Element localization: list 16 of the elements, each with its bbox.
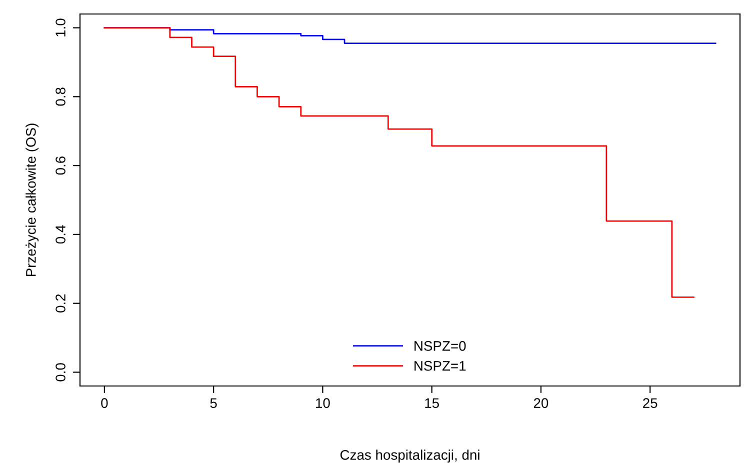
y-tick-label: 0.0: [56, 363, 66, 382]
x-axis-title: Czas hospitalizacji, dni: [340, 450, 480, 463]
y-tick-label: 0.4: [56, 225, 66, 244]
x-tick-label: 0: [101, 398, 108, 408]
x-tick-label: 25: [643, 398, 658, 408]
y-tick-label: 0.8: [56, 88, 66, 106]
x-tick-label: 20: [534, 398, 548, 408]
x-tick-label: 15: [425, 398, 439, 408]
y-tick-label: 1.0: [56, 18, 66, 36]
x-tick-label: 5: [210, 398, 217, 408]
y-tick-label: 0.6: [56, 156, 66, 175]
legend-label: NSPZ=0: [414, 341, 466, 351]
y-tick-label: 0.2: [56, 294, 66, 312]
legend-label: NSPZ=1: [414, 360, 466, 371]
y-axis-title: Przeżycie całkowite (OS): [26, 124, 39, 276]
x-tick-label: 10: [316, 398, 330, 408]
